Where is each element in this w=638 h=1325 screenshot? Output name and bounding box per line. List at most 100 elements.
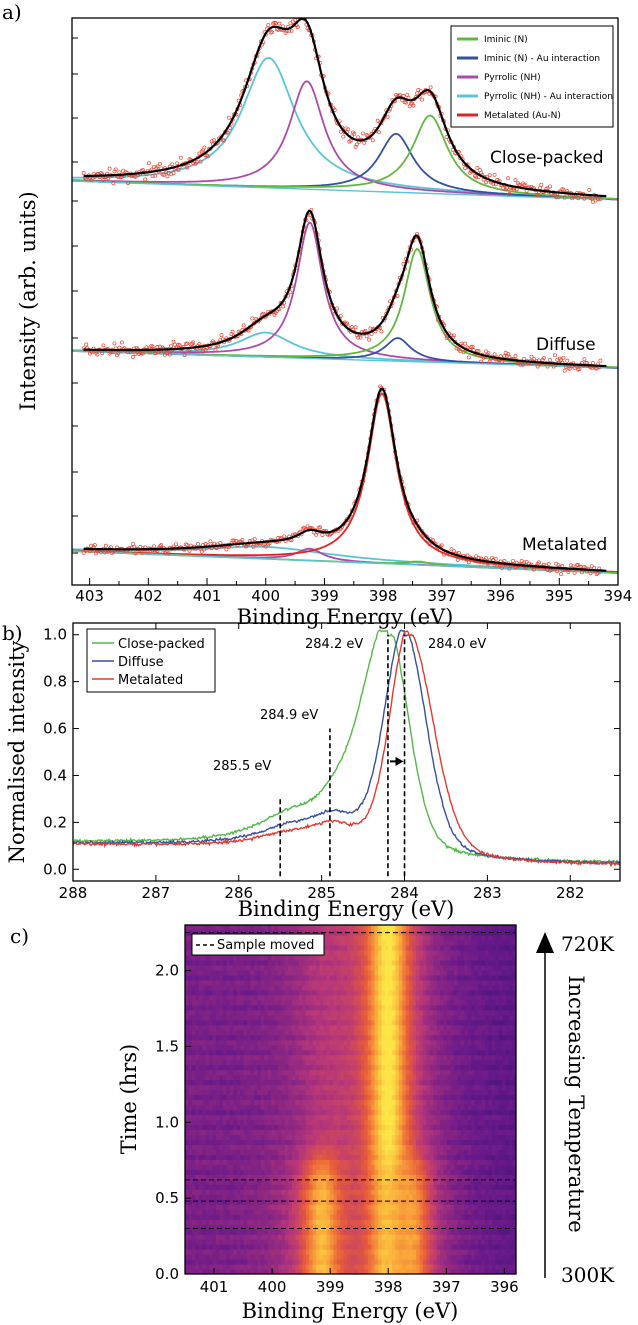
heatmap-cell-0-27	[278, 1269, 283, 1274]
heatmap-cell-1-59	[388, 1264, 393, 1270]
heatmap-cell-8-29	[285, 1229, 289, 1235]
heatmap-cell-30-74	[440, 1119, 445, 1125]
heatmap-cell-8-83	[471, 1229, 476, 1235]
heatmap-cell-7-67	[416, 1234, 420, 1240]
heatmap-cell-3-76	[447, 1254, 451, 1260]
heatmap-cell-24-17	[243, 1149, 248, 1155]
heatmap-cell-6-89	[491, 1239, 496, 1245]
heatmap-cell-4-73	[436, 1249, 441, 1255]
heatmap-cell-24-36	[309, 1149, 314, 1155]
heatmap-cell-21-49	[353, 1164, 358, 1170]
heatmap-cell-11-82	[467, 1214, 472, 1220]
heatmap-cell-23-83	[471, 1154, 476, 1160]
heatmap-cell-35-68	[419, 1094, 424, 1101]
heatmap-cell-29-6	[205, 1124, 210, 1130]
heatmap-cell-28-20	[254, 1129, 258, 1135]
panel-a-y-axis-label: Intensity (arb. units)	[16, 191, 40, 410]
heatmap-cell-18-75	[443, 1179, 448, 1185]
heatmap-cell-7-87	[485, 1234, 489, 1240]
heatmap-cell-13-40	[322, 1204, 327, 1210]
heatmap-cell-24-87	[485, 1149, 489, 1155]
heatmap-cell-19-76	[447, 1174, 451, 1180]
heatmap-cell-3-58	[385, 1254, 389, 1260]
heatmap-cell-30-57	[381, 1119, 386, 1125]
heatmap-cell-26-0	[185, 1139, 189, 1145]
heatmap-cell-3-1	[188, 1254, 193, 1260]
heatmap-cell-31-38	[316, 1114, 320, 1121]
heatmap-cell-2-3	[195, 1259, 200, 1265]
heatmap-cell-7-14	[233, 1234, 238, 1240]
heatmap-cell-16-55	[374, 1189, 379, 1195]
heatmap-cell-18-40	[322, 1179, 327, 1185]
heatmap-cell-20-70	[426, 1169, 431, 1175]
heatmap-cell-24-92	[502, 1149, 507, 1155]
heatmap-cell-13-69	[422, 1204, 427, 1210]
heatmap-cell-20-65	[409, 1169, 414, 1175]
heatmap-cell-27-94	[509, 1134, 514, 1140]
heatmap-cell-6-93	[505, 1239, 510, 1245]
heatmap-cell-35-67	[416, 1094, 420, 1101]
heatmap-cell-30-6	[205, 1119, 210, 1125]
heatmap-cell-8-91	[498, 1229, 503, 1235]
heatmap-cell-7-3	[195, 1234, 200, 1240]
heatmap-cell-22-95	[512, 1159, 516, 1165]
data-point-metalated-327	[484, 556, 488, 561]
heatmap-cell-31-50	[357, 1114, 362, 1121]
heatmap-cell-18-5	[202, 1179, 207, 1185]
heatmap-cell-33-1	[188, 1104, 193, 1111]
heatmap-cell-28-67	[416, 1129, 420, 1135]
heatmap-cell-14-88	[488, 1199, 493, 1205]
heatmap-cell-17-72	[433, 1184, 438, 1190]
heatmap-cell-37-23	[264, 1084, 269, 1091]
heatmap-cell-4-24	[267, 1249, 272, 1255]
heatmap-cell-18-66	[412, 1179, 417, 1185]
heatmap-cell-8-4	[198, 1229, 203, 1235]
heatmap-cell-6-43	[333, 1239, 338, 1245]
heatmap-cell-24-44	[336, 1149, 341, 1155]
heatmap-cell-14-43	[333, 1199, 338, 1205]
heatmap-cell-25-60	[391, 1144, 396, 1150]
heatmap-cell-24-41	[326, 1149, 331, 1155]
data-point-diffuse-301	[452, 333, 456, 338]
heatmap-cell-36-35	[305, 1089, 310, 1096]
heatmap-cell-35-85	[478, 1094, 483, 1101]
heatmap-cell-29-13	[229, 1124, 234, 1130]
heatmap-cell-9-61	[395, 1224, 400, 1230]
heatmap-cell-5-13	[229, 1244, 234, 1250]
heatmap-cell-21-6	[205, 1164, 210, 1170]
heatmap-cell-13-70	[426, 1204, 431, 1210]
heatmap-cell-14-35	[305, 1199, 310, 1205]
heatmap-cell-24-91	[498, 1149, 503, 1155]
heatmap-cell-13-58	[385, 1204, 389, 1210]
heatmap-cell-34-2	[191, 1099, 196, 1106]
heatmap-cell-19-68	[419, 1174, 424, 1180]
heatmap-cell-1-57	[381, 1264, 386, 1270]
heatmap-cell-11-21	[257, 1214, 262, 1220]
heatmap-cell-35-41	[326, 1094, 331, 1101]
heatmap-cell-21-83	[471, 1164, 476, 1170]
data-point-metalated-52	[145, 549, 150, 554]
heatmap-cell-7-16	[240, 1234, 245, 1240]
heatmap-cell-25-17	[243, 1144, 248, 1150]
heatmap-cell-28-76	[447, 1129, 451, 1135]
heatmap-cell-14-67	[416, 1199, 420, 1205]
heatmap-cell-0-5	[202, 1269, 207, 1274]
heatmap-cell-17-61	[395, 1184, 400, 1190]
heatmap-cell-6-10	[219, 1239, 224, 1245]
heatmap-cell-15-4	[198, 1194, 203, 1200]
heatmap-cell-4-28	[281, 1249, 286, 1255]
heatmap-cell-23-34	[302, 1154, 307, 1160]
heatmap-cell-15-18	[247, 1194, 252, 1200]
heatmap-cell-23-37	[312, 1154, 317, 1160]
heatmap-cell-22-46	[343, 1159, 348, 1165]
heatmap-cell-5-59	[388, 1244, 393, 1250]
heatmap-cell-11-6	[205, 1214, 210, 1220]
heatmap-cell-11-35	[305, 1214, 310, 1220]
heatmap-cell-14-24	[267, 1199, 272, 1205]
heatmap-cell-11-72	[433, 1214, 438, 1220]
heatmap-cell-11-32	[295, 1214, 300, 1220]
heatmap-cell-2-34	[302, 1259, 307, 1265]
heatmap-cell-2-68	[419, 1259, 424, 1265]
heatmap-cell-19-74	[440, 1174, 445, 1180]
legend-iminic-label: Iminic (N)	[484, 35, 528, 45]
